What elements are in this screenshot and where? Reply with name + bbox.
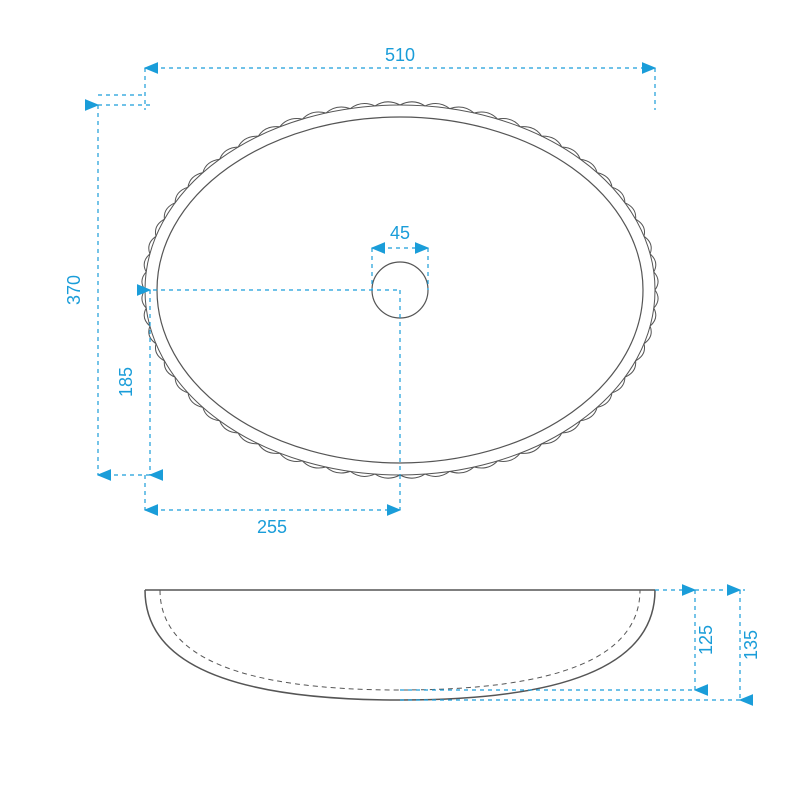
side-outer-bowl [145, 590, 655, 700]
side-view: 125 135 [145, 590, 761, 700]
side-inner-bowl [160, 590, 640, 690]
dim-innerdepth-label: 125 [696, 625, 716, 655]
top-view: 510 370 45 185 255 [64, 45, 658, 537]
dim-height-label: 370 [64, 275, 84, 305]
technical-drawing: 510 370 45 185 255 125 135 [0, 0, 800, 800]
dim-drain-label: 45 [390, 223, 410, 243]
dim-halfheight-label: 185 [116, 367, 136, 397]
dim-outerheight-label: 135 [741, 630, 761, 660]
dim-width-label: 510 [385, 45, 415, 65]
dim-halfwidth-label: 255 [257, 517, 287, 537]
